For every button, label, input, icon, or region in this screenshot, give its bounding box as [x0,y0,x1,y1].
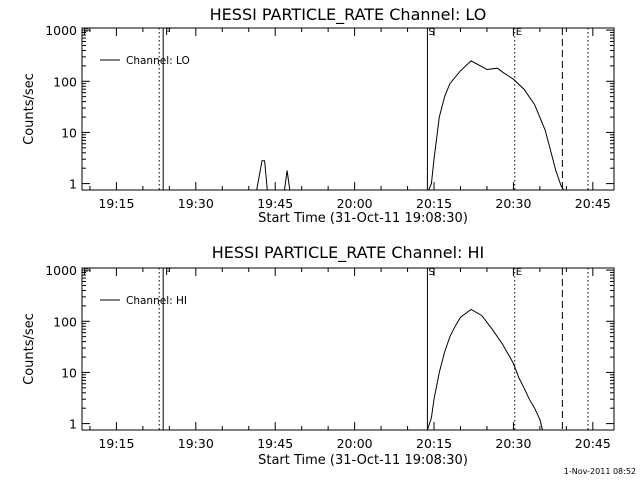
legend-entry: Channel: HI [126,295,187,307]
y-tick-label: 1000 [45,263,77,278]
x-tick-label: 19:45 [257,196,293,211]
marker-letter-f: F [83,267,89,278]
y-tick-label: 1 [69,177,77,192]
marker-letter-e: E [516,267,522,278]
marker-letter-s: S [428,267,434,278]
x-tick-label: 19:45 [257,436,293,451]
y-tick-label: 100 [53,74,77,89]
marker-letter-s: S [428,27,434,38]
y-tick-label: 1000 [45,23,77,38]
x-tick-label: 19:15 [98,436,134,451]
x-tick-label: 20:45 [575,436,611,451]
marker-letter-f: F [165,27,171,38]
x-tick-label: 20:00 [337,436,373,451]
x-tick-label: 20:15 [416,436,452,451]
y-tick-label: 10 [61,365,77,380]
x-tick-label: 19:30 [178,196,214,211]
chart-title: HESSI PARTICLE_RATE Channel: HI [212,243,485,263]
x-tick-label: 19:30 [178,436,214,451]
marker-letter-f: F [165,267,171,278]
chart-title: HESSI PARTICLE_RATE Channel: LO [210,5,487,25]
plot-frame [81,267,615,431]
y-tick-label: 100 [53,314,77,329]
y-tick-label: 1 [69,417,77,432]
data-series-line [256,60,565,191]
timestamp-label: 1-Nov-2011 08:52 [564,467,636,476]
marker-letter-f: F [83,27,89,38]
chart-hi: HESSI PARTICLE_RATE Channel: HI 19:15 19:3… [22,243,615,468]
y-axis-label: Counts/sec [22,73,37,145]
x-axis-label: Start Time (31-Oct-11 19:08:30) [258,211,468,226]
y-axis-label: Counts/sec [22,313,37,385]
x-tick-label: 20:30 [495,196,531,211]
x-tick-label: 20:30 [495,436,531,451]
x-tick-label: 20:45 [575,196,611,211]
x-tick-label: 20:15 [416,196,452,211]
marker-letter-e: E [516,27,522,38]
y-tick-label: 10 [61,125,77,140]
chart-lo: HESSI PARTICLE_RATE Channel: LO 19:15 19:3… [22,5,615,226]
x-tick-label: 19:15 [98,196,134,211]
legend-entry: Channel: LO [126,55,190,67]
plot-frame [81,27,615,191]
x-tick-label: 20:00 [337,196,373,211]
x-axis-label: Start Time (31-Oct-11 19:08:30) [258,453,468,468]
data-series-line [426,308,543,431]
